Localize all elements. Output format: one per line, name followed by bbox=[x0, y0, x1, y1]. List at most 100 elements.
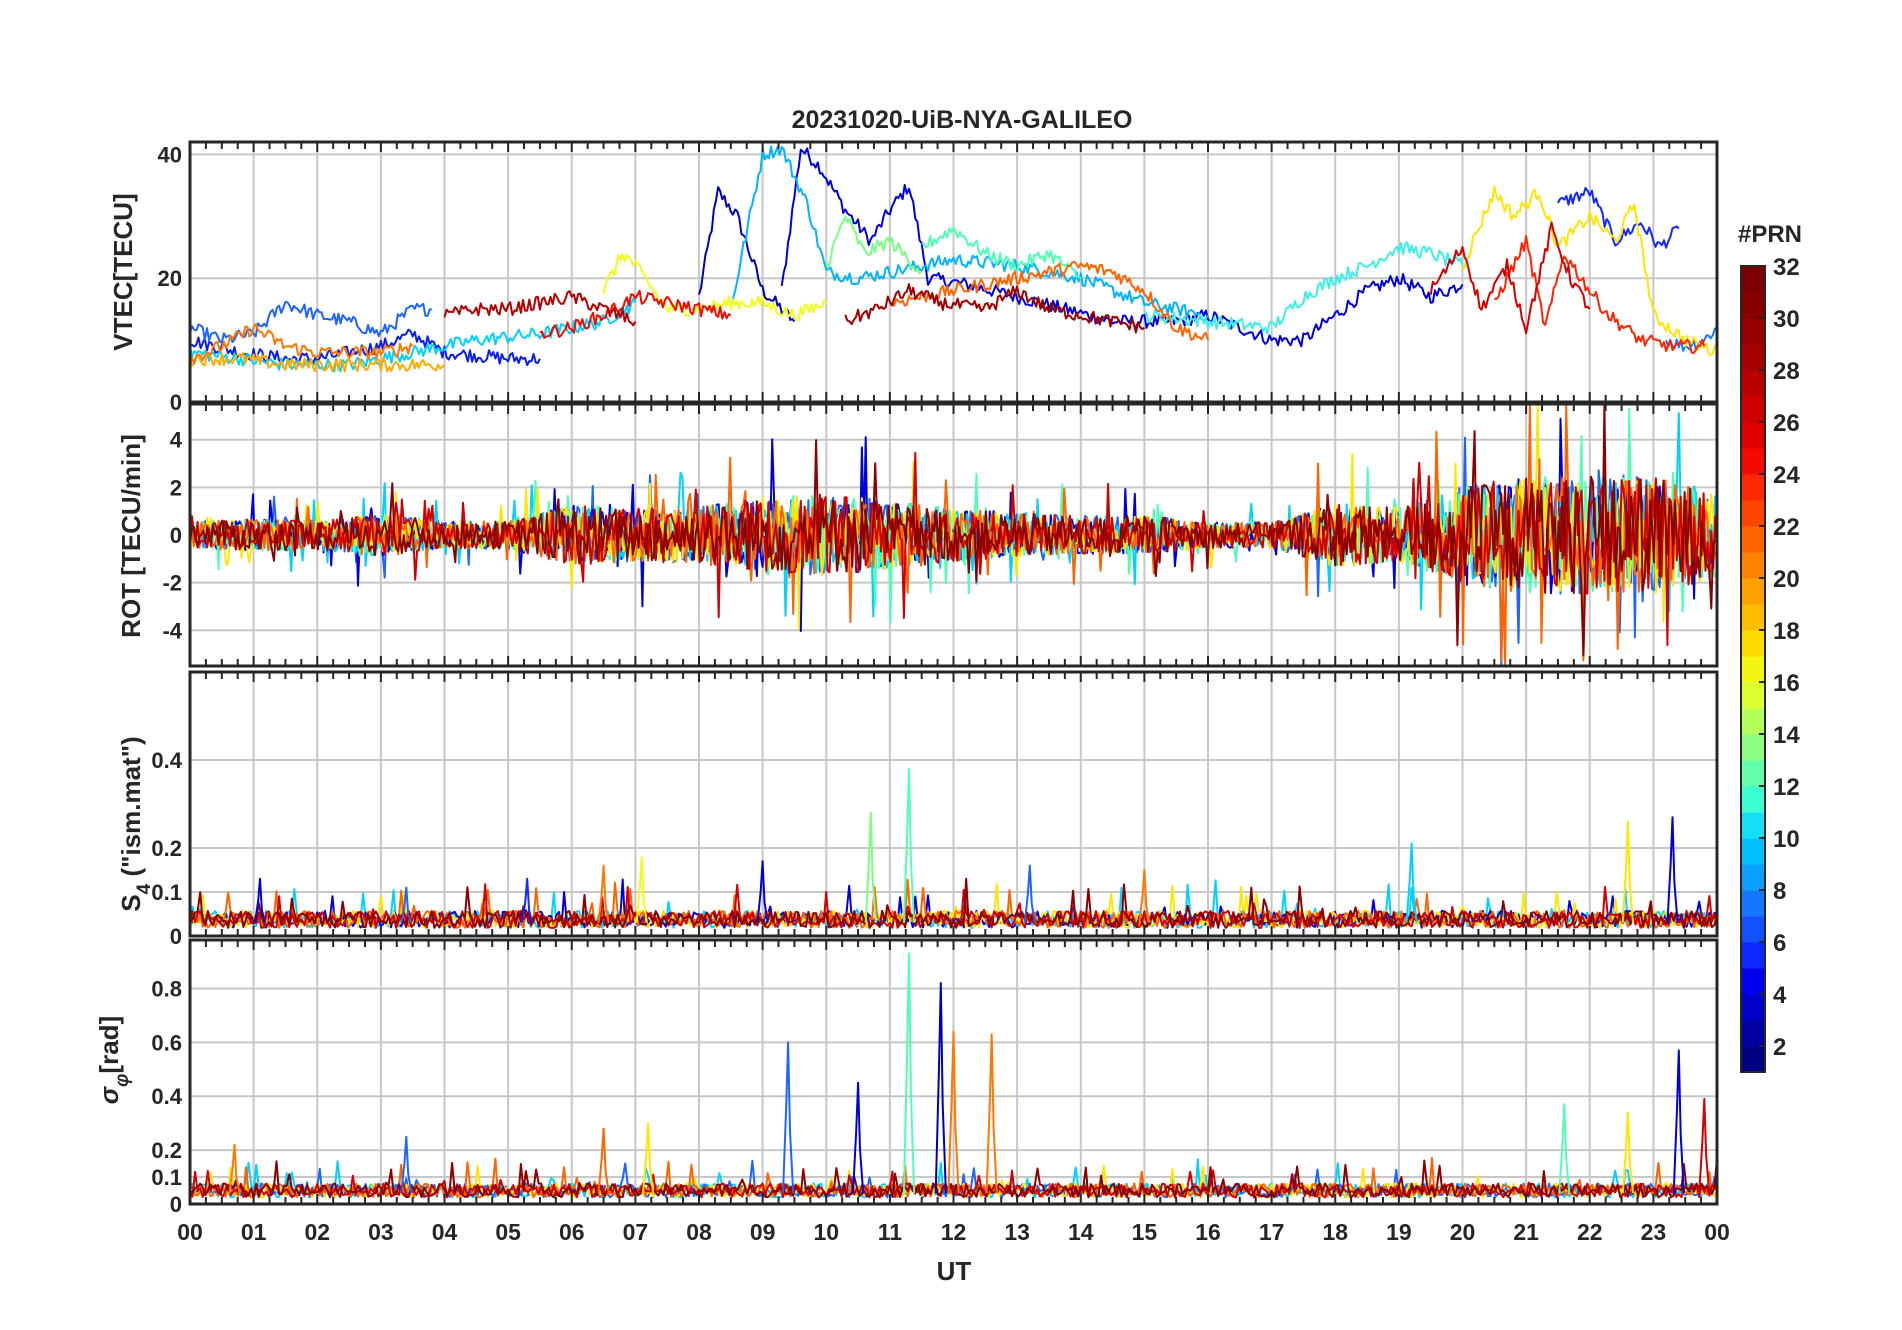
y-tick-label: 0.4 bbox=[151, 1084, 182, 1109]
x-tick-label: 02 bbox=[304, 1219, 330, 1245]
colorbar-segment bbox=[1741, 552, 1765, 579]
colorbar-segment bbox=[1741, 474, 1765, 501]
sig-peak bbox=[985, 1033, 998, 1194]
colorbar-segment bbox=[1741, 916, 1765, 943]
y-tick-label: 0.6 bbox=[151, 1030, 182, 1055]
colorbar-segment bbox=[1741, 318, 1765, 345]
colorbar-tick-label: 6 bbox=[1773, 930, 1786, 957]
colorbar-segment bbox=[1741, 1046, 1765, 1073]
sig-peak bbox=[782, 1041, 795, 1194]
y-tick-label: 4 bbox=[170, 428, 183, 453]
colorbar-tick-label: 26 bbox=[1773, 410, 1800, 437]
s4-peak bbox=[253, 877, 267, 924]
y-tick-label: -4 bbox=[162, 618, 182, 643]
vtec-axes-frame bbox=[188, 140, 1719, 404]
sig-peak bbox=[597, 1127, 610, 1194]
s4-peak bbox=[635, 855, 648, 923]
vtec-series-prn-28 bbox=[539, 289, 732, 339]
colorbar-tick-label: 30 bbox=[1773, 306, 1800, 333]
x-tick-label: 05 bbox=[495, 1219, 521, 1245]
sig-peak bbox=[1698, 1097, 1711, 1194]
colorbar-segment bbox=[1741, 864, 1765, 891]
y-tick-label: 0.2 bbox=[151, 836, 182, 861]
colorbar-segment bbox=[1741, 396, 1765, 423]
sigma-phi-ylabel-sub: φ bbox=[112, 1074, 133, 1087]
colorbar-segment bbox=[1741, 682, 1765, 709]
y-tick-label: 0 bbox=[170, 1192, 182, 1217]
sigma-phi-ylabel: σφ[rad] bbox=[94, 1016, 133, 1104]
sigma-phi-panel: 00.10.2 0.4 0.6 0.8 σφ[rad] bbox=[94, 938, 1719, 1217]
sig-peak bbox=[642, 1122, 655, 1194]
s4-ylabel-sub: 4 bbox=[134, 883, 155, 894]
colorbar-tick-label: 12 bbox=[1773, 774, 1800, 801]
x-tick-label: 03 bbox=[368, 1219, 394, 1245]
colorbar-tick-label: 22 bbox=[1773, 514, 1800, 541]
x-tick-labels: 00 01 02 03 04 05 06 07 08 09 10 11 12 13 14 15 16 17 18 19… bbox=[177, 1219, 1730, 1245]
x-tick-label: 00 bbox=[1704, 1219, 1730, 1245]
x-tick-label: 00 bbox=[177, 1219, 203, 1245]
colorbar-segment bbox=[1741, 1020, 1765, 1047]
sigma-phi-ylabel-suffix: [rad] bbox=[94, 1016, 124, 1074]
y-tick-label: 20 bbox=[158, 266, 182, 291]
colorbar-tick-label: 20 bbox=[1773, 566, 1800, 593]
colorbar-tick-label: 4 bbox=[1773, 982, 1787, 1009]
x-tick-label: 22 bbox=[1577, 1219, 1603, 1245]
x-tick-label: 18 bbox=[1322, 1219, 1348, 1245]
x-tick-label: 16 bbox=[1195, 1219, 1221, 1245]
colorbar-segment bbox=[1741, 656, 1765, 683]
s4-peak bbox=[756, 860, 769, 923]
x-tick-label: 15 bbox=[1132, 1219, 1158, 1245]
colorbar-segment bbox=[1741, 500, 1765, 527]
sig-peak bbox=[400, 1135, 413, 1194]
colorbar-segment bbox=[1741, 708, 1765, 735]
colorbar-segment bbox=[1741, 968, 1765, 995]
x-tick-label: 21 bbox=[1513, 1219, 1539, 1245]
colorbar-tick-label: 10 bbox=[1773, 826, 1800, 853]
s4-peak bbox=[902, 767, 916, 923]
colorbar-segment bbox=[1741, 890, 1765, 917]
colorbar-tick-label: 16 bbox=[1773, 670, 1800, 697]
x-axis-label: UT bbox=[937, 1256, 972, 1286]
x-tick-label: 12 bbox=[941, 1219, 967, 1245]
x-tick-label: 13 bbox=[1004, 1219, 1030, 1245]
colorbar-tick-label: 18 bbox=[1773, 618, 1800, 645]
x-tick-label: 19 bbox=[1386, 1219, 1412, 1245]
vtec-series-prn-25 bbox=[889, 260, 1209, 341]
x-tick-label: 06 bbox=[559, 1219, 585, 1245]
vtec-series-prn-12 bbox=[189, 297, 637, 373]
vtec-series-prn-27 bbox=[1493, 235, 1706, 355]
x-tick-label: 01 bbox=[241, 1219, 267, 1245]
colorbar-tick-label: 28 bbox=[1773, 358, 1800, 385]
colorbar-segment bbox=[1741, 266, 1765, 293]
colorbar-tick-label: 24 bbox=[1773, 462, 1800, 489]
colorbar-segment bbox=[1741, 604, 1765, 631]
s4-peak bbox=[1666, 816, 1679, 923]
colorbar-segment bbox=[1741, 994, 1765, 1021]
rot-axes-frame bbox=[188, 402, 1719, 668]
x-tick-label: 11 bbox=[878, 1219, 903, 1245]
s4-axes-frame bbox=[188, 670, 1719, 938]
colorbar-segment bbox=[1741, 526, 1765, 553]
vtec-series-prn-2 bbox=[698, 186, 796, 323]
x-tick-label: 14 bbox=[1068, 1219, 1094, 1245]
colorbar-tick-label: 2 bbox=[1773, 1034, 1786, 1061]
y-tick-label: 0.8 bbox=[151, 976, 182, 1001]
y-tick-label: -2 bbox=[162, 571, 182, 596]
vtec-series-prn-16 bbox=[825, 215, 923, 275]
colorbar-segment bbox=[1741, 422, 1765, 449]
vtec-series-prn-30 bbox=[443, 290, 637, 327]
colorbar-segment bbox=[1741, 734, 1765, 761]
x-tick-label: 04 bbox=[432, 1219, 458, 1245]
x-tick-label: 07 bbox=[623, 1219, 649, 1245]
y-tick-label: 40 bbox=[158, 142, 182, 167]
vtec-series-prn-24 bbox=[189, 323, 414, 365]
s4-ylabel-suffix: ("ism.mat") bbox=[116, 736, 146, 883]
s4-peak bbox=[400, 886, 413, 924]
vtec-series-prn-20 bbox=[1461, 185, 1718, 357]
y-tick-label: 0.4 bbox=[151, 748, 182, 773]
sig-peak bbox=[1621, 1111, 1634, 1194]
y-tick-label: 0 bbox=[170, 390, 182, 415]
vtec-series-prn-3 bbox=[780, 147, 1464, 348]
sig-peak bbox=[228, 1143, 241, 1194]
